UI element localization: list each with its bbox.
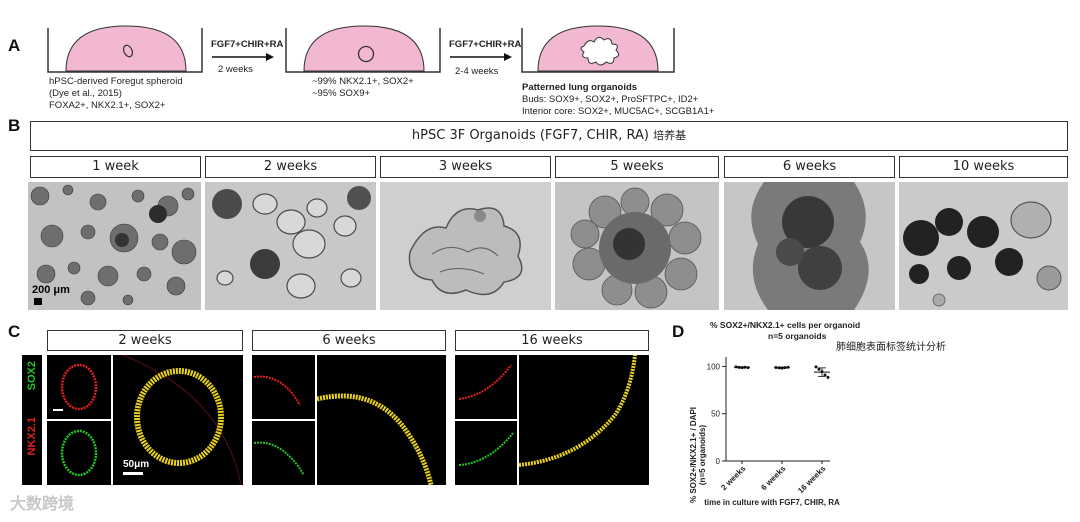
timepoint-label-2: 2 weeks	[205, 156, 376, 178]
micrograph-2-weeks	[205, 182, 376, 310]
micrograph-6-weeks	[724, 182, 895, 310]
dish1-caption: hPSC-derived Foregut spheroid (Dye et al…	[49, 76, 183, 111]
data-point	[814, 365, 818, 369]
panel-label-d: D	[672, 322, 685, 341]
dish-diagram	[47, 25, 512, 73]
scale-bar-c	[123, 472, 143, 475]
timepoint-label-4: 5 weeks	[555, 156, 719, 178]
scale-bar	[34, 298, 42, 305]
y-tick-label: 100	[707, 362, 721, 371]
panel-c-label-3: 16 weeks	[455, 330, 649, 351]
arrow1-duration: 2 weeks	[218, 64, 253, 75]
scatter-chart: 0 50 100 2 weeks 6 weeks 16 weeks % SOX2+/NKX…	[689, 357, 840, 507]
data-point	[826, 375, 830, 379]
timepoint-label-3: 3 weeks	[380, 156, 551, 178]
x-tick-label: 16 weeks	[796, 464, 828, 496]
marker-red-label: NKX2.1	[26, 417, 38, 456]
fluor-6w-merge	[317, 355, 446, 485]
data-point	[817, 367, 821, 371]
panel-c-label-1: 2 weeks	[47, 330, 243, 351]
chart-annotation-cn: 肺细胞表面标签统计分析	[836, 342, 946, 353]
marker-green-label: SOX2	[26, 361, 38, 391]
fluor-2w-merge: 50μm	[113, 355, 243, 485]
chart-ylabel-2: (n=5 organoids)	[698, 425, 707, 486]
dish3-caption: Patterned lung organoids Buds: SOX9+, SO…	[522, 82, 715, 117]
fluor-2w-green	[47, 421, 111, 485]
scale-bar-label: 200 μm	[32, 284, 70, 296]
micrograph-10-weeks	[899, 182, 1068, 310]
fluor-6w-green	[252, 421, 315, 485]
chart-title: % SOX2+/NKX2.1+ cells per organoid	[710, 320, 861, 330]
micrograph-3-weeks	[380, 182, 551, 310]
chart-ylabel-1: % SOX2+/NKX2.1+ / DAPI	[689, 407, 698, 503]
panel-label-a: A	[8, 36, 21, 55]
panel-label-b: B	[8, 116, 21, 135]
panel-c-label-2: 6 weeks	[252, 330, 446, 351]
timepoint-label-5: 6 weeks	[724, 156, 895, 178]
chart-xlabel: time in culture with FGF7, CHIR, RA	[704, 498, 840, 507]
micrograph-5-weeks	[555, 182, 719, 310]
fluor-16w-red	[455, 355, 517, 419]
dish-3-diagram	[521, 25, 675, 73]
y-tick-label: 0	[716, 457, 721, 466]
y-tick-label: 50	[711, 410, 720, 419]
arrow2-label: FGF7+CHIR+RA	[449, 39, 522, 50]
scale-bar-c-label: 50μm	[123, 459, 150, 470]
x-tick-label: 2 weeks	[719, 464, 747, 492]
channel-legend: SOX2 NKX2.1	[22, 355, 42, 485]
fluor-2w-red	[47, 355, 111, 419]
fluor-6w-red	[252, 355, 315, 419]
micrograph-1-week: 200 μm	[28, 182, 201, 310]
arrow1-label: FGF7+CHIR+RA	[211, 39, 284, 50]
arrow2-duration: 2-4 weeks	[455, 66, 499, 77]
fluor-16w-green	[455, 421, 517, 485]
watermark: 大数跨境	[10, 496, 75, 513]
panel-label-c: C	[8, 322, 21, 341]
timepoint-label-6: 10 weeks	[899, 156, 1068, 178]
chart-subtitle: n=5 organoids	[768, 331, 827, 341]
data-point	[823, 373, 827, 377]
fluor-16w-merge	[519, 355, 649, 485]
x-tick-label: 6 weeks	[759, 464, 787, 492]
dish2-caption: ~99% NKX2.1+, SOX2+ ~95% SOX9+	[312, 76, 414, 99]
timepoint-label-1: 1 week	[30, 156, 201, 178]
panel-b-title: hPSC 3F Organoids (FGF7, CHIR, RA) 培养基	[30, 121, 1068, 151]
